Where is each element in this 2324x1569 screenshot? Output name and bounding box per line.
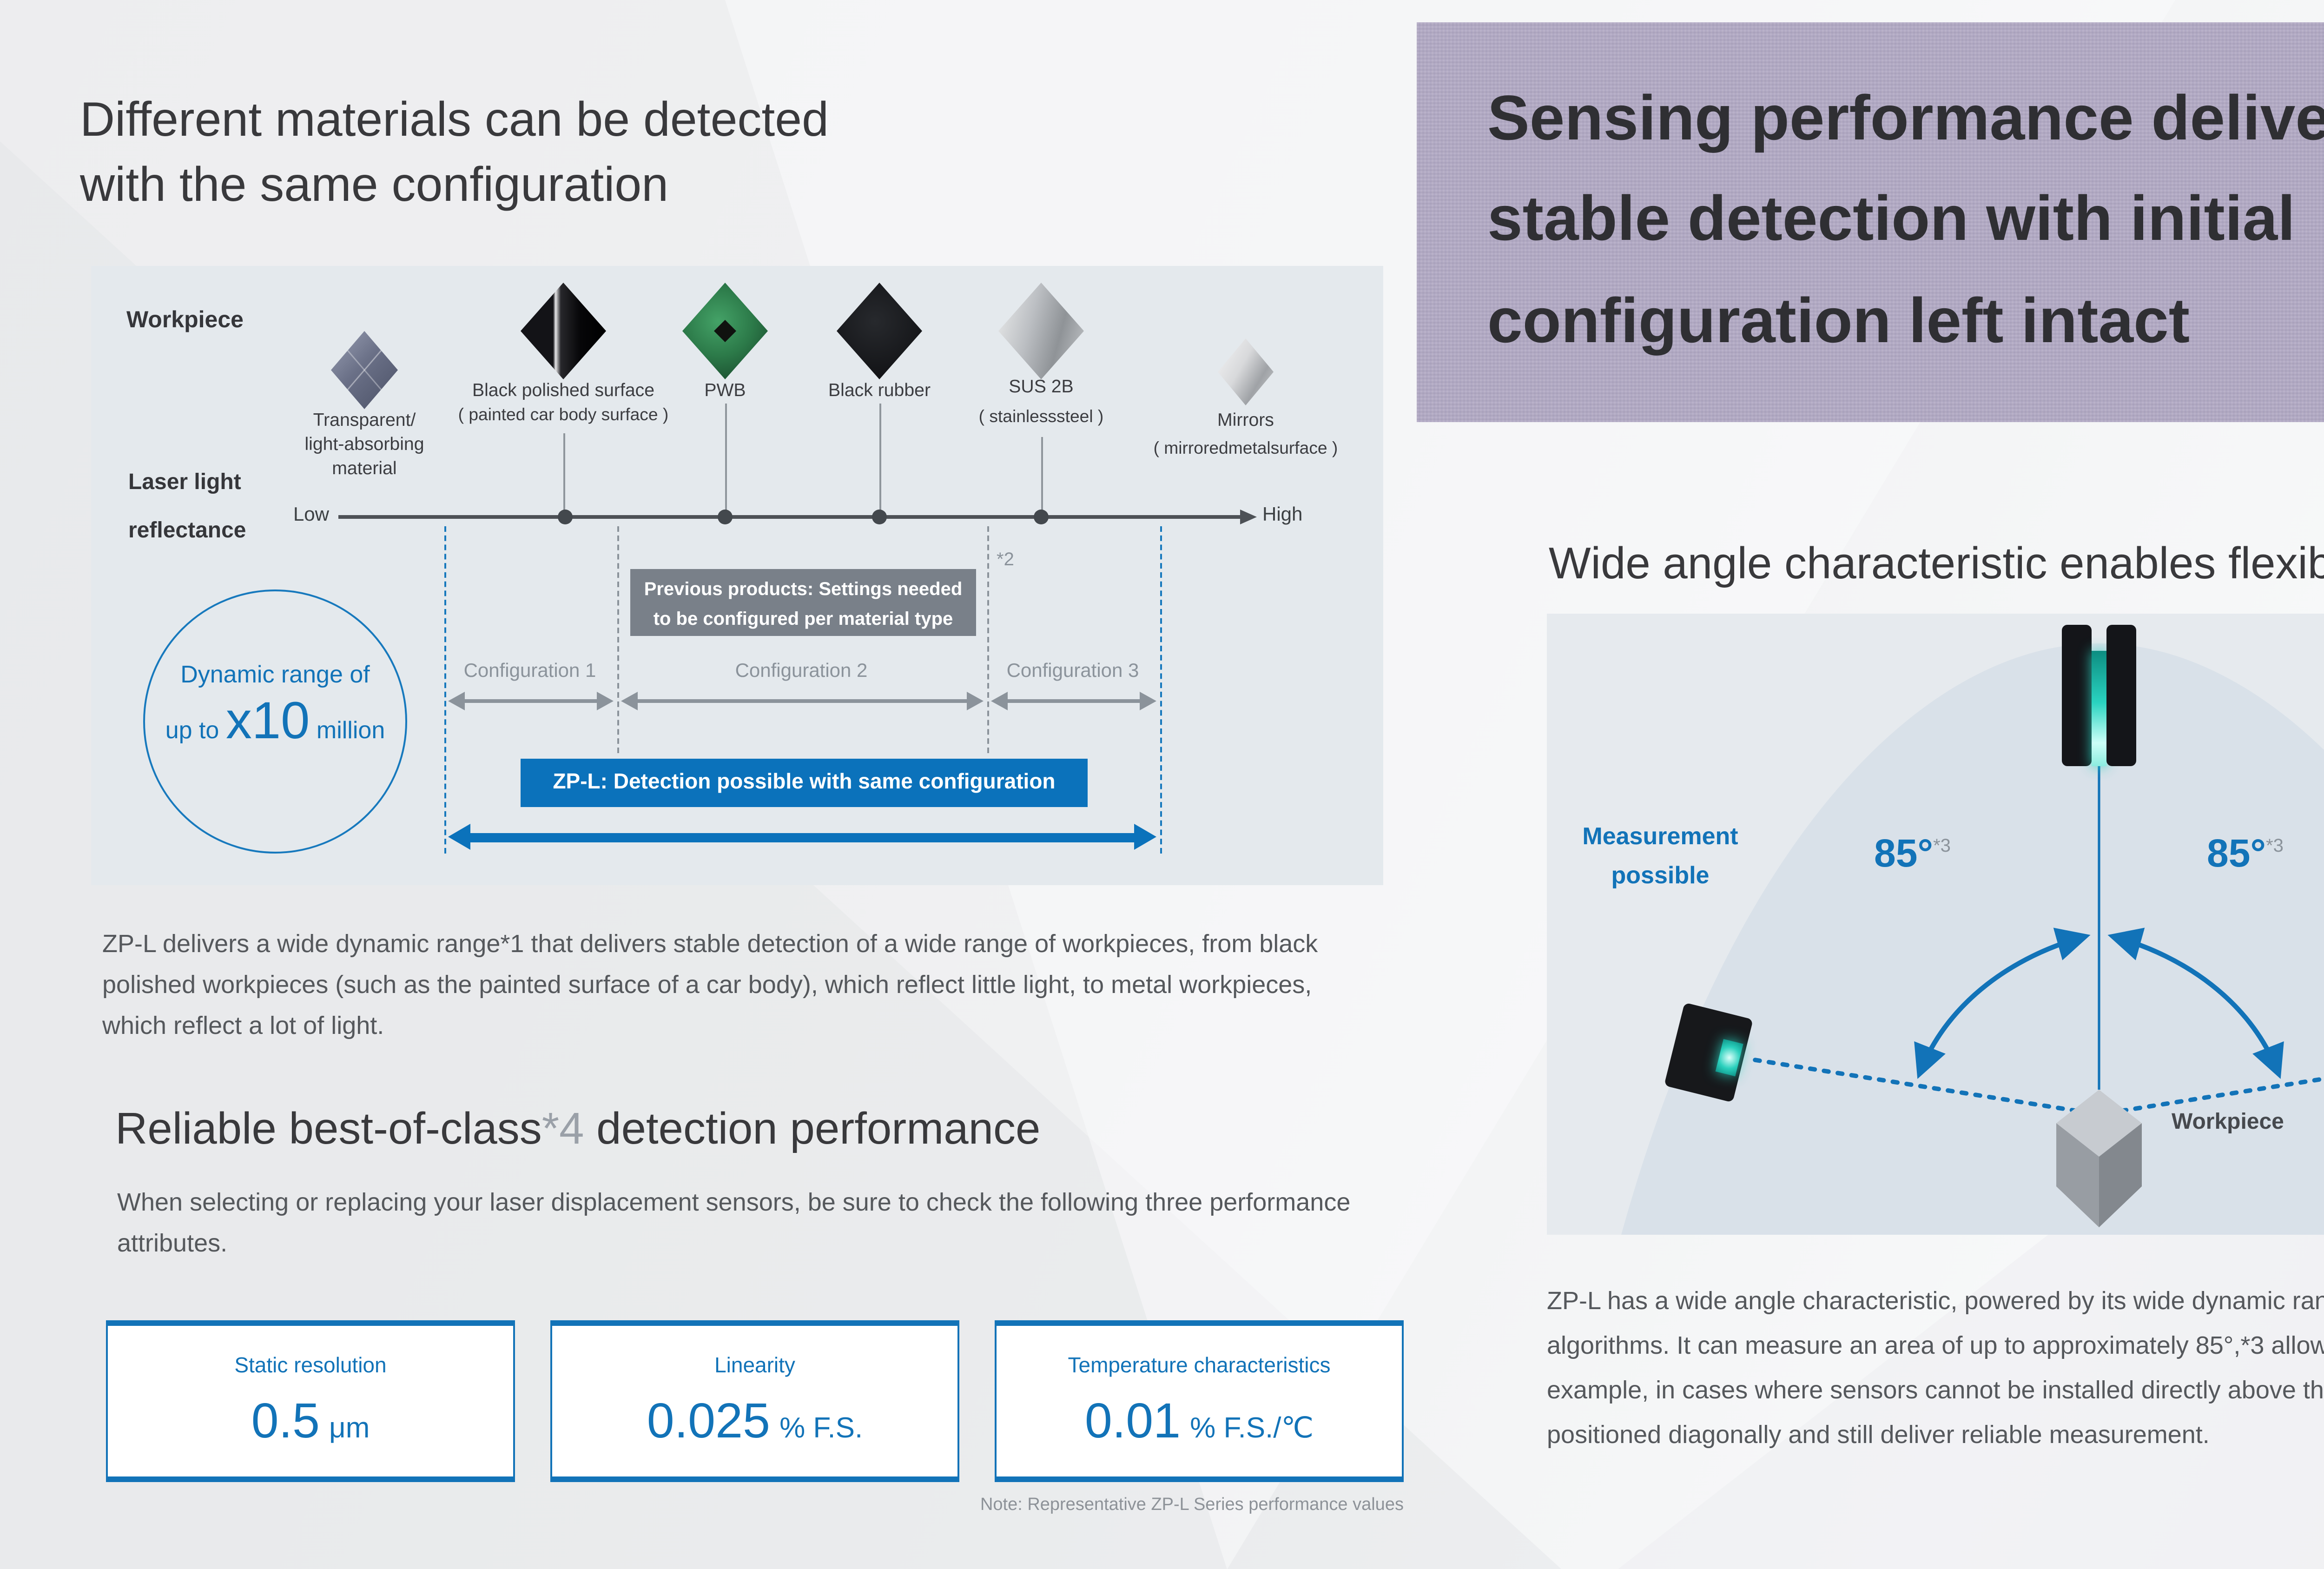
connector-line	[563, 433, 565, 513]
metric-card-temperature: Temperature characteristics 0.01% F.S./℃	[995, 1320, 1404, 1482]
sensor-laser-glow	[2092, 651, 2106, 766]
axis-point	[1034, 510, 1049, 524]
metrics-note: Note: Representative ZP-L Series perform…	[980, 1495, 1404, 1516]
configuration-3-label: Configuration 3	[1006, 660, 1139, 682]
axis-arrowhead-icon	[1240, 510, 1257, 524]
range-boundary-dashed	[444, 526, 446, 854]
axis-label: Laser light reflectance	[128, 469, 246, 544]
dynamic-range-text: Dynamic range of	[180, 660, 370, 688]
left-paragraph: ZP-L delivers a wide dynamic range*1 tha…	[102, 930, 1318, 1039]
metric-card-linearity: Linearity 0.025% F.S.	[550, 1320, 959, 1482]
workpiece-label: Workpiece	[2172, 1108, 2284, 1134]
material-label: Black polished surface	[472, 381, 655, 402]
angle-value-left: 85°*3	[1874, 833, 1951, 876]
metric-label: Static resolution	[234, 1356, 387, 1378]
material-label: Black rubber	[828, 381, 931, 402]
material-icon-pwb	[682, 283, 768, 379]
footnote-4: *4	[541, 1105, 584, 1155]
material-sublabel: ( mirroredmetalsurface )	[1153, 439, 1338, 457]
workpiece-cube-left	[2056, 1123, 2099, 1227]
materials-diagram: Workpiece Transparent/ light-absorbing m…	[91, 266, 1383, 885]
metric-value: 0.025% F.S.	[647, 1393, 863, 1449]
wide-angle-section-title: Wide angle characteristic enables flexib…	[1549, 539, 2324, 589]
reflectance-axis	[338, 515, 1244, 519]
material-label: SUS 2B	[1009, 377, 1074, 398]
axis-point	[872, 510, 887, 524]
connector-line	[1041, 437, 1043, 513]
material-sublabel: ( stainlesssteel )	[978, 407, 1104, 426]
sensor-body	[2106, 625, 2136, 766]
zpl-detection-box: ZP-L: Detection possible with same confi…	[521, 759, 1088, 807]
footnote-3: *3	[2266, 837, 2284, 857]
dynamic-range-badge: Dynamic range of up to x10 million	[143, 589, 407, 854]
metric-card-static-resolution: Static resolution 0.5 μm	[106, 1320, 515, 1482]
right-angle-arc-arrow	[2107, 927, 2284, 1079]
performance-paragraph: When selecting or replacing your laser d…	[117, 1188, 1351, 1257]
material-sublabel: ( painted car body surface )	[458, 405, 669, 424]
wide-angle-paragraph: ZP-L has a wide angle characteristic, po…	[1547, 1287, 2324, 1449]
workpiece-cube-right	[2099, 1123, 2142, 1227]
previous-products-box: Previous products: Settings needed to be…	[630, 569, 976, 636]
measurement-possible-left: Measurement possible	[1582, 822, 1738, 889]
material-label: Mirrors	[1217, 411, 1274, 431]
material-icon-black-polished	[521, 283, 606, 379]
configuration-2-label: Configuration 2	[735, 660, 868, 682]
connector-line	[879, 404, 881, 513]
banner-title: Sensing performance delivering stable de…	[1487, 84, 2324, 357]
configuration-1-label: Configuration 1	[463, 660, 596, 682]
left-section-title: Different materials can be detected with…	[80, 91, 829, 213]
footnote-2: *2	[997, 550, 1014, 571]
configuration-3-range-arrow	[991, 692, 1156, 710]
top-sensor	[2062, 625, 2136, 766]
configuration-2-range-arrow	[621, 692, 984, 710]
left-angle-arc-arrow	[1914, 927, 2091, 1079]
axis-point	[718, 510, 733, 524]
configuration-1-range-arrow	[448, 692, 614, 710]
material-icon-sus2b	[998, 283, 1084, 379]
range-boundary-dashed	[617, 526, 619, 753]
axis-high-label: High	[1262, 504, 1303, 526]
footnote-3: *3	[1933, 837, 1951, 857]
measurement-dome	[1621, 643, 2324, 1235]
angle-value-right: 85°*3	[2207, 833, 2284, 876]
metric-value: 0.01% F.S./℃	[1084, 1393, 1314, 1449]
range-boundary-dashed	[1160, 526, 1162, 854]
metric-label: Linearity	[714, 1356, 795, 1378]
material-icon-transparent	[331, 331, 398, 409]
right-banner: Sensing performance delivering stable de…	[1417, 22, 2324, 422]
material-label: PWB	[704, 381, 746, 402]
axis-point	[558, 510, 573, 524]
performance-section-title: Reliable best-of-class*4 detection perfo…	[115, 1105, 1041, 1155]
sensor-body	[2062, 625, 2092, 766]
zpl-range-arrow	[448, 824, 1156, 850]
material-label: Transparent/ light-absorbing material	[304, 411, 424, 480]
axis-low-label: Low	[293, 504, 329, 526]
dynamic-range-value: up to x10 million	[165, 692, 385, 749]
range-boundary-dashed	[987, 526, 989, 753]
workpiece-label: Workpiece	[126, 307, 244, 333]
material-icon-mirrors	[1218, 338, 1274, 405]
connector-line	[725, 404, 727, 513]
right-beam-dotted-line	[2112, 1076, 2324, 1114]
angle-diagram-graphics	[1621, 643, 2324, 1235]
metric-label: Temperature characteristics	[1068, 1356, 1331, 1378]
material-icon-black-rubber	[837, 283, 922, 379]
wide-angle-diagram: Measurement possible Measurement possibl…	[1547, 614, 2324, 1235]
metric-value: 0.5 μm	[251, 1393, 370, 1449]
sensor-laser-glow	[1715, 1039, 1743, 1077]
left-beam-dotted-line	[1753, 1058, 2086, 1114]
